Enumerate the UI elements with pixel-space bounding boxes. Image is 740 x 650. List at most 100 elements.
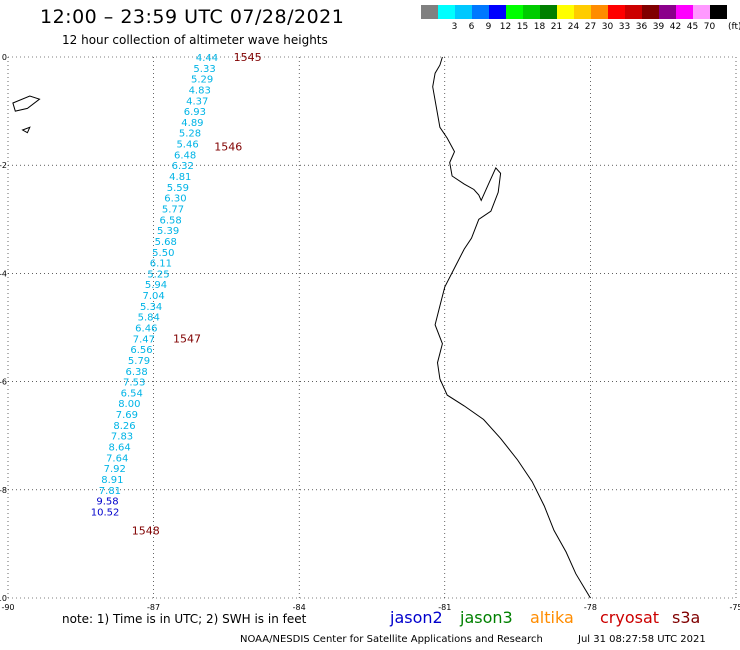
lon-tick-label: -75 [729,603,740,612]
lat-tick-label: -8 [0,486,7,495]
scale-label: 36 [635,22,648,32]
wave-height-value: 7.81 [99,486,121,497]
wave-height-value: 5.28 [179,129,201,140]
lat-tick-label: -4 [0,269,7,278]
wave-height-value: 7.83 [111,432,133,443]
wave-height-value: 6.32 [172,161,194,172]
wave-height-value: 5.46 [176,140,198,151]
lat-tick-label: -2 [0,161,7,170]
satellite-label-jason3: jason3 [460,608,513,627]
wave-height-value: 7.64 [106,453,128,464]
wave-height-value: 8.64 [108,443,130,454]
wave-height-value: 5.34 [140,302,162,313]
wave-height-value: 6.11 [150,259,172,270]
wave-height-value: 6.30 [164,194,186,205]
footer-timestamp: Jul 31 08:27:58 UTC 2021 [578,634,706,645]
island [12,95,41,112]
wave-height-value: 6.46 [135,324,157,335]
wave-height-value: 10.52 [91,507,120,518]
wave-height-value: 5.94 [145,280,167,291]
scale-label: 21 [550,22,563,32]
wave-height-value: 9.58 [96,497,118,508]
scale-swatch [591,5,608,19]
wave-height-value: 4.83 [189,85,211,96]
wave-height-value: 5.39 [157,226,179,237]
wave-height-value: 5.33 [193,64,215,75]
footer-credit: NOAA/NESDIS Center for Satellite Applica… [240,634,543,645]
scale-label: 15 [516,22,529,32]
scale-label: 27 [584,22,597,32]
wave-height-value: 6.54 [121,388,143,399]
lat-tick-label: 0 [2,53,7,62]
wave-height-value: 4.37 [186,96,208,107]
lon-tick-label: -78 [584,603,597,612]
wave-height-value: 4.89 [181,118,203,129]
scale-label: 24 [567,22,580,32]
satellite-label-s3a: s3a [672,608,701,627]
map-subtitle: 12 hour collection of altimeter wave hei… [62,33,328,47]
scale-label: 12 [499,22,512,32]
scale-swatch [421,5,438,19]
scale-swatch [438,5,455,19]
wave-height-value: 5.25 [147,269,169,280]
pass-time-label: 1545 [234,51,262,64]
wave-height-value: 7.92 [104,464,126,475]
scale-swatch [710,5,727,19]
wave-height-value: 5.50 [152,248,174,259]
map-title: 12:00 – 23:59 UTC 07/28/2021 [40,6,345,28]
wave-height-value: 4.81 [169,172,191,183]
wave-height-value: 4.44 [196,53,218,64]
scale-label: 45 [686,22,699,32]
scale-swatch [676,5,693,19]
scale-label: 39 [652,22,665,32]
island [21,126,31,134]
satellite-label-altika: altika [530,608,574,627]
scale-label: 9 [485,22,492,32]
wave-height-value: 5.79 [128,356,150,367]
wave-height-value: 6.93 [184,107,206,118]
coastline [432,56,591,599]
wave-height-value: 8.26 [113,421,135,432]
pass-time-label: 1548 [132,524,160,537]
pass-time-label: 1547 [173,332,201,345]
scale-swatch [523,5,540,19]
footer-note: note: 1) Time is in UTC; 2) SWH is in fe… [62,612,307,626]
wave-height-value: 6.58 [159,215,181,226]
scale-label: 42 [669,22,682,32]
lat-tick-label: -10 [0,594,7,603]
scale-swatch [642,5,659,19]
scale-swatch [574,5,591,19]
wave-height-value: 8.00 [118,399,140,410]
scale-swatch [608,5,625,19]
scale-swatch [625,5,642,19]
scale-swatch [472,5,489,19]
scale-label: 70 [703,22,716,32]
scale-label: 33 [618,22,631,32]
scale-swatch [455,5,472,19]
lon-tick-label: -81 [438,603,451,612]
scale-swatch [489,5,506,19]
satellite-label-cryosat: cryosat [600,608,660,627]
wave-height-value: 5.84 [138,313,160,324]
lat-tick-label: -6 [0,378,7,387]
scale-label: 18 [533,22,546,32]
wave-height-value: 8.91 [101,475,123,486]
scale-label: 3 [451,22,458,32]
scale-swatch [540,5,557,19]
lon-tick-label: -84 [293,603,306,612]
scale-label: 6 [468,22,475,32]
wave-height-value: 5.59 [167,183,189,194]
scale-swatch [557,5,574,19]
scale-unit-label: (ft) [728,22,740,32]
pass-time-label: 1546 [214,140,242,153]
wave-height-value: 5.29 [191,75,213,86]
wave-height-value: 7.04 [142,291,164,302]
wave-height-value: 7.69 [116,410,138,421]
scale-swatch [693,5,710,19]
wave-height-value: 7.53 [123,378,145,389]
wave-height-value: 6.56 [130,345,152,356]
wave-height-value: 7.47 [133,334,155,345]
lon-tick-label: -90 [1,603,14,612]
wave-height-value: 6.48 [174,150,196,161]
